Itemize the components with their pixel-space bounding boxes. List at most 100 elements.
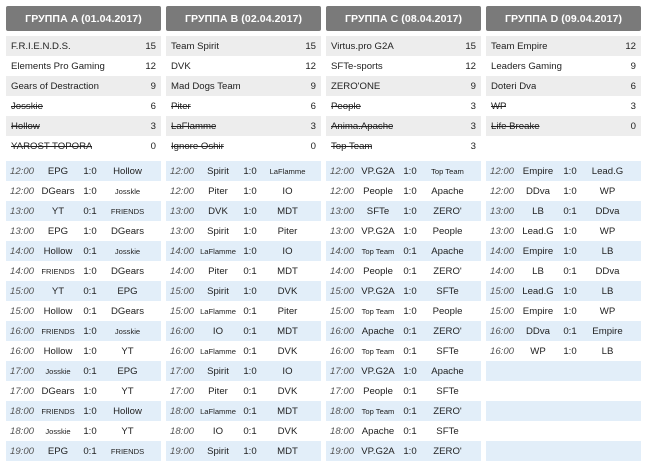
team-name: Doteri Dva <box>491 80 537 92</box>
match-score: 1:0 <box>403 365 417 377</box>
match-team2: Apache <box>431 245 464 257</box>
match-score: 0:1 <box>243 325 257 337</box>
match-row: 18:00 Josskie 1:0 YT <box>6 421 161 441</box>
match-team1: EPG <box>47 225 69 237</box>
match-team2: Lead.G <box>591 165 624 177</box>
match-row: 16:00 IO 0:1 MDT <box>166 321 321 341</box>
match-score: 0:1 <box>563 265 577 277</box>
match-team1: DGears <box>41 185 75 197</box>
standings-row: Gears of Destraction 9 <box>6 76 161 96</box>
match-time: 15:00 <box>169 285 194 297</box>
team-points: 3 <box>470 120 476 132</box>
match-team2: IO <box>282 245 293 257</box>
match-score: 1:0 <box>563 285 577 297</box>
group-a: ГРУППА A (01.04.2017) F.R.I.E.N.D.S. 15 Ele… <box>6 6 161 461</box>
match-team2: ZERO' <box>433 265 462 277</box>
match-team2: IO <box>282 185 293 197</box>
match-team2: IO <box>282 365 293 377</box>
match-team1: People <box>363 185 393 197</box>
match-row: 13:00 SFTe 1:0 ZERO' <box>326 201 481 221</box>
match-time: 15:00 <box>9 305 34 317</box>
match-team2: Josskie <box>114 326 141 336</box>
match-team1: Hollow <box>43 345 73 357</box>
match-team1: Josskie <box>45 426 71 436</box>
match-time: 12:00 <box>489 165 514 177</box>
match-score: 1:0 <box>243 205 257 217</box>
match-team1: VP.G2A <box>361 165 395 177</box>
match-score: 1:0 <box>83 165 97 177</box>
match-team2: DDva <box>595 265 620 277</box>
match-team2: DVK <box>277 385 298 397</box>
match-team2: FRIENDS <box>110 206 145 216</box>
match-row: 12:00 DDva 1:0 WP <box>486 181 641 201</box>
match-score: 1:0 <box>403 285 417 297</box>
match-team2: Josskle <box>114 186 141 196</box>
standings-row: Virtus.pro G2A 15 <box>326 36 481 56</box>
match-time: 13:00 <box>329 225 354 237</box>
match-row: 13:00 Spirit 1:0 Piter <box>166 221 321 241</box>
match-team1: DGears <box>41 385 75 397</box>
match-row: 18:00 Top Team 0:1 ZERO' <box>326 401 481 421</box>
standings-row: Mad Dogs Team 9 <box>166 76 321 96</box>
match-team1: FRIENDS <box>41 326 75 336</box>
team-points: 15 <box>305 40 316 52</box>
match-row: 12:00 Piter 1:0 IO <box>166 181 321 201</box>
group-title: ГРУППА A (01.04.2017) <box>6 6 161 31</box>
match-team2: LB <box>601 345 614 357</box>
group-title: ГРУППА B (02.04.2017) <box>166 6 321 31</box>
team-points: 3 <box>310 120 316 132</box>
standings-row: Life Breake 0 <box>486 116 641 136</box>
match-score: 0:1 <box>83 245 97 257</box>
team-points: 12 <box>625 40 636 52</box>
match-score: 1:0 <box>83 265 97 277</box>
match-row: 14:00 LaFlamme 1:0 IO <box>166 241 321 261</box>
standings-row: Team Spirit 15 <box>166 36 321 56</box>
match-team1: IO <box>212 325 224 337</box>
match-team2: Hollow <box>113 405 142 417</box>
match-time: 18:00 <box>169 405 194 417</box>
match-team2: DVK <box>277 425 298 437</box>
match-time: 13:00 <box>169 225 194 237</box>
match-score: 1:0 <box>83 325 97 337</box>
match-team1: VP.G2A <box>361 365 395 377</box>
team-name: Virtus.pro G2A <box>331 40 394 52</box>
team-points: 0 <box>150 140 156 152</box>
match-score: 1:0 <box>83 185 97 197</box>
match-team1: Piter <box>208 385 228 397</box>
standings-row: Top Team 3 <box>326 136 481 156</box>
match-row: 17:00 Josskie 0:1 EPG <box>6 361 161 381</box>
team-name: Ignore Oshir <box>171 140 224 152</box>
match-score: 1:0 <box>243 365 257 377</box>
match-row: 16:00 FRIENDS 1:0 Josskie <box>6 321 161 341</box>
match-score: 1:0 <box>403 205 417 217</box>
team-points: 6 <box>630 80 636 92</box>
match-time: 19:00 <box>169 445 194 457</box>
match-time: 18:00 <box>169 425 194 437</box>
match-row: 18:00 FRIENDS 1:0 Hollow <box>6 401 161 421</box>
match-team2: Top Team <box>431 166 464 176</box>
match-time: 14:00 <box>489 245 514 257</box>
team-name: Elements Pro Gaming <box>11 60 105 72</box>
match-team1: Spirit <box>207 285 229 297</box>
group-d: ГРУППА D (09.04.2017) Team Empire 12 Leader… <box>486 6 641 461</box>
match-team1: SFTe <box>366 205 390 217</box>
match-team1: IO <box>212 425 224 437</box>
match-score: 0:1 <box>243 265 257 277</box>
match-team2: SFTe <box>436 285 459 297</box>
match-row: 19:00 Spirit 1:0 MDT <box>166 441 321 461</box>
team-points: 15 <box>465 40 476 52</box>
team-points: 12 <box>305 60 316 72</box>
match-team2: People <box>432 225 463 237</box>
match-row: 13:00 YT 0:1 FRIENDS <box>6 201 161 221</box>
match-time: 15:00 <box>9 285 34 297</box>
match-score: 0:1 <box>83 365 97 377</box>
match-score: 1:0 <box>403 305 417 317</box>
match-team1: Spirit <box>207 165 229 177</box>
match-team2: LB <box>601 285 614 297</box>
standings-row: YAROST TOPORA 0 <box>6 136 161 156</box>
match-team2: WP <box>599 225 616 237</box>
match-row: 12:00 DGears 1:0 Josskle <box>6 181 161 201</box>
match-time: 12:00 <box>9 185 34 197</box>
team-name: Team Spirit <box>171 40 219 52</box>
team-points: 9 <box>310 80 316 92</box>
